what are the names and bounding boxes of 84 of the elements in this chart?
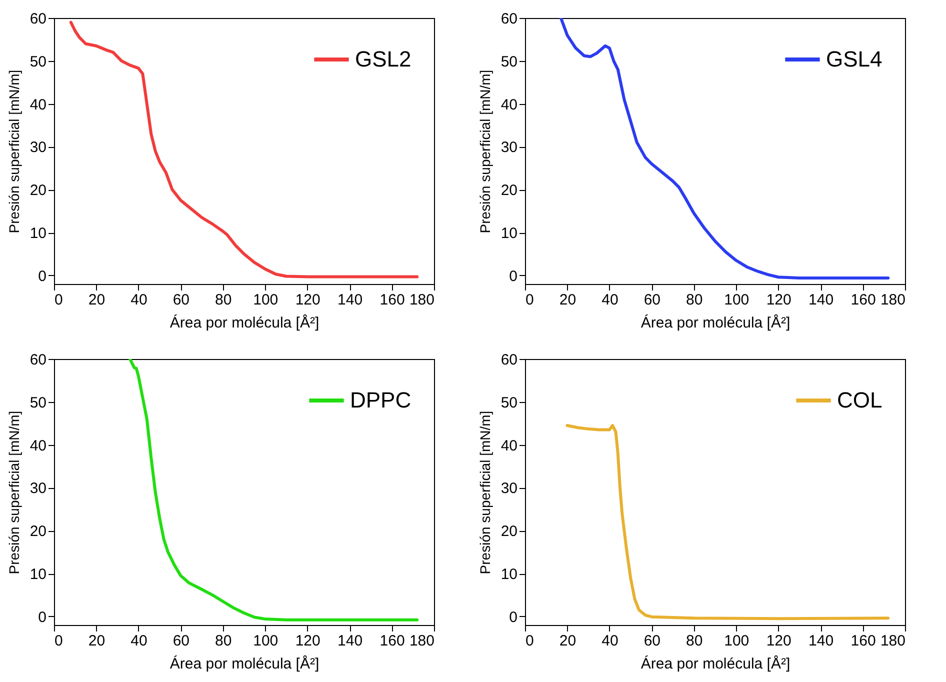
x-tick-label: 20 <box>559 632 576 650</box>
x-tick-label: 140 <box>338 632 363 650</box>
x-tick-label: 120 <box>295 632 320 650</box>
y-axis-title: Presión superficial [mN/m] <box>476 410 493 574</box>
legend-label: GSL2 <box>355 46 412 72</box>
y-axis-title: Presión superficial [mN/m] <box>6 70 22 234</box>
x-tick-label: 120 <box>766 632 792 650</box>
x-tick-label: 0 <box>54 292 63 308</box>
x-tick-label: 60 <box>644 632 661 650</box>
y-tick-label: 20 <box>30 182 46 200</box>
x-tick-label: 120 <box>766 292 792 308</box>
y-tick-label: 10 <box>30 225 46 242</box>
x-tick-label: 0 <box>526 632 534 650</box>
legend-label: COL <box>837 388 882 412</box>
legend-label: DPPC <box>350 388 412 412</box>
y-tick-label: 0 <box>509 608 518 626</box>
y-tick-label: 60 <box>500 10 518 28</box>
x-tick-label: 40 <box>602 632 618 650</box>
line-series <box>128 359 419 622</box>
x-tick-label: 80 <box>215 632 232 650</box>
y-tick-label: 50 <box>500 53 518 70</box>
x-axis-title: Área por molécula [Å²] <box>640 314 790 332</box>
x-tick-label: 40 <box>130 292 148 308</box>
x-tick-label: 100 <box>253 292 278 308</box>
x-tick-label: 0 <box>526 292 534 308</box>
y-tick-label: 50 <box>500 394 518 412</box>
y-tick-label: 30 <box>500 480 518 498</box>
x-tick-label: 140 <box>808 292 834 308</box>
x-tick-label: 120 <box>295 292 320 308</box>
y-tick-label: 20 <box>500 523 518 540</box>
y-axis-title: Presión superficial [mN/m] <box>6 410 22 574</box>
x-tick-label: 140 <box>808 632 834 650</box>
x-tick-label: 20 <box>88 292 106 308</box>
y-tick-label: 0 <box>38 268 46 285</box>
x-tick-label: 180 <box>409 292 434 308</box>
y-tick-label: 40 <box>500 437 518 454</box>
x-tick-label: 160 <box>380 292 405 308</box>
x-axis-title: Área por molécula [Å²] <box>640 654 790 672</box>
x-tick-label: 100 <box>724 292 750 308</box>
line-series <box>559 18 890 280</box>
x-tick-label: 20 <box>559 292 576 308</box>
x-tick-label: 100 <box>253 632 278 650</box>
y-tick-label: 50 <box>30 394 46 412</box>
y-tick-label: 0 <box>509 268 518 285</box>
y-tick-label: 30 <box>30 480 46 498</box>
x-tick-label: 40 <box>130 632 148 650</box>
x-tick-label: 140 <box>338 292 363 308</box>
legend-label: GSL4 <box>826 46 882 72</box>
y-tick-label: 60 <box>30 10 46 28</box>
y-tick-label: 10 <box>30 566 46 584</box>
x-tick-label: 180 <box>880 632 906 650</box>
y-tick-label: 50 <box>30 53 46 70</box>
x-tick-label: 100 <box>724 632 750 650</box>
x-tick-label: 0 <box>54 632 63 650</box>
x-tick-label: 60 <box>172 292 190 308</box>
x-tick-label: 160 <box>850 632 876 650</box>
x-tick-label: 60 <box>172 632 190 650</box>
x-tick-label: 160 <box>380 632 405 650</box>
line-series <box>566 424 890 620</box>
y-tick-label: 60 <box>30 352 46 368</box>
y-tick-label: 40 <box>500 96 518 114</box>
y-tick-label: 10 <box>500 566 518 584</box>
x-tick-label: 80 <box>686 632 703 650</box>
x-tick-label: 40 <box>602 292 618 308</box>
line-series <box>69 20 419 278</box>
y-tick-label: 20 <box>30 523 46 540</box>
y-tick-label: 40 <box>30 437 46 454</box>
x-tick-label: 80 <box>686 292 703 308</box>
x-tick-label: 160 <box>850 292 876 308</box>
y-tick-label: 20 <box>500 182 518 200</box>
x-axis-title: Área por molécula [Å²] <box>170 314 320 332</box>
y-axis-title: Presión superficial [mN/m] <box>476 70 493 234</box>
y-tick-label: 60 <box>500 352 518 368</box>
y-tick-label: 40 <box>30 96 46 114</box>
x-tick-label: 60 <box>644 292 661 308</box>
x-axis-title: Área por molécula [Å²] <box>170 654 320 672</box>
x-tick-label: 20 <box>88 632 106 650</box>
y-tick-label: 30 <box>500 139 518 156</box>
y-tick-label: 30 <box>30 139 46 156</box>
y-tick-label: 10 <box>500 225 518 242</box>
x-tick-label: 180 <box>880 292 906 308</box>
y-tick-label: 0 <box>38 608 46 626</box>
x-tick-label: 180 <box>409 632 434 650</box>
x-tick-label: 80 <box>215 292 232 308</box>
